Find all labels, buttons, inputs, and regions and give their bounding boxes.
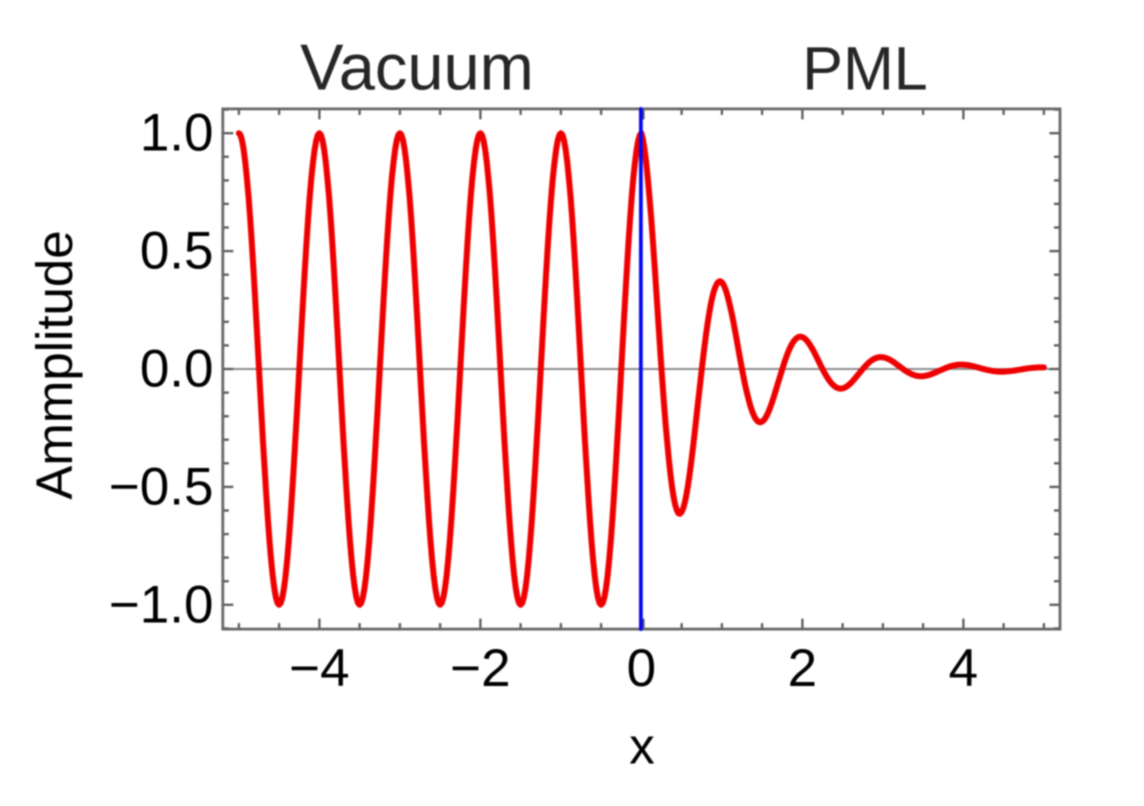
- svg-text:x: x: [629, 718, 655, 775]
- svg-text:Ammplitude: Ammplitude: [26, 230, 83, 499]
- svg-text:2: 2: [788, 639, 817, 698]
- svg-text:0.0: 0.0: [140, 340, 214, 399]
- svg-text:PML: PML: [802, 35, 927, 103]
- svg-text:0: 0: [627, 639, 656, 698]
- svg-text:4: 4: [949, 639, 978, 698]
- svg-text:−0.5: −0.5: [109, 457, 214, 516]
- svg-text:1.0: 1.0: [140, 104, 214, 163]
- svg-text:−4: −4: [289, 639, 349, 698]
- svg-text:Vacuum: Vacuum: [300, 31, 534, 104]
- svg-text:−2: −2: [450, 639, 510, 698]
- svg-text:−1.0: −1.0: [109, 575, 214, 634]
- svg-text:0.5: 0.5: [140, 222, 214, 281]
